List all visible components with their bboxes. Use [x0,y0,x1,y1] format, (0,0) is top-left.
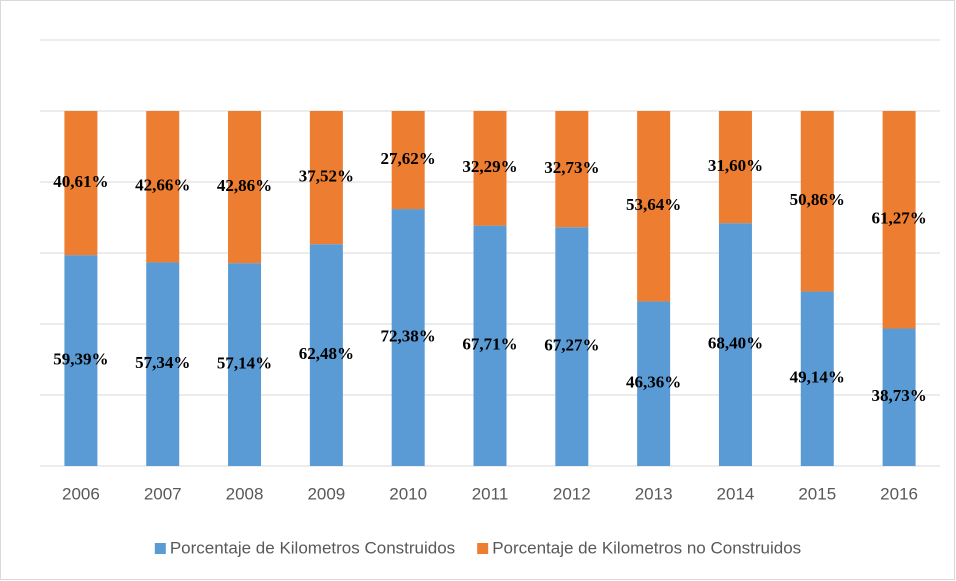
data-label: 49,14% [790,368,845,387]
bar-segment [473,111,507,226]
bar-segment [637,301,671,466]
bar-segment [800,291,834,466]
data-label: 37,52% [299,167,354,186]
bar-segment [473,225,507,466]
x-tick-label: 2012 [553,484,591,503]
data-label: 57,34% [135,353,190,372]
data-label: 53,64% [626,195,681,214]
bar-segment [228,263,262,466]
x-tick-label: 2006 [62,484,100,503]
data-label: 32,29% [462,157,517,176]
x-tick-label: 2013 [635,484,673,503]
data-label: 46,36% [626,373,681,392]
data-label: 72,38% [381,326,436,345]
bar-segment [309,244,343,466]
x-tick-label: 2015 [798,484,836,503]
bar-segment [64,255,98,466]
data-label: 40,61% [53,172,108,191]
data-label: 27,62% [381,149,436,168]
legend-label: Porcentaje de Kilometros no Construidos [492,538,801,557]
bar-segment [309,111,343,245]
x-tick-label: 2016 [880,484,918,503]
data-label: 50,86% [790,190,845,209]
x-tick-label: 2009 [307,484,345,503]
bar-segment [391,209,425,466]
data-label: 42,66% [135,176,190,195]
data-label: 57,14% [217,353,272,372]
x-tick-label: 2007 [144,484,182,503]
bar-segment [146,111,180,263]
bar-segment [64,111,98,256]
bar-segment [146,262,180,466]
x-tick-label: 2010 [389,484,427,503]
data-label: 31,60% [708,156,763,175]
data-label: 61,27% [871,209,926,228]
data-label: 32,73% [544,158,599,177]
data-label: 68,40% [708,333,763,352]
data-label: 38,73% [871,386,926,405]
bar-segment [718,111,752,224]
x-tick-label: 2008 [226,484,264,503]
data-label: 59,39% [53,349,108,368]
bar-segment [228,111,262,264]
data-label: 67,27% [544,336,599,355]
legend-swatch [477,543,489,554]
bar-segment [718,223,752,466]
data-label: 62,48% [299,344,354,363]
bar-segment [555,111,589,228]
bar-segment [637,111,671,302]
bar-segment [391,111,425,210]
legend-swatch [154,543,166,554]
bar-segment [800,111,834,292]
x-tick-label: 2011 [472,484,509,503]
x-tick-label: 2014 [717,484,755,503]
bar-segment [882,111,916,329]
bar-segment [555,227,589,466]
data-label: 67,71% [462,335,517,354]
data-label: 42,86% [217,176,272,195]
legend-label: Porcentaje de Kilometros Construidos [170,538,455,557]
bar-segment [882,328,916,466]
